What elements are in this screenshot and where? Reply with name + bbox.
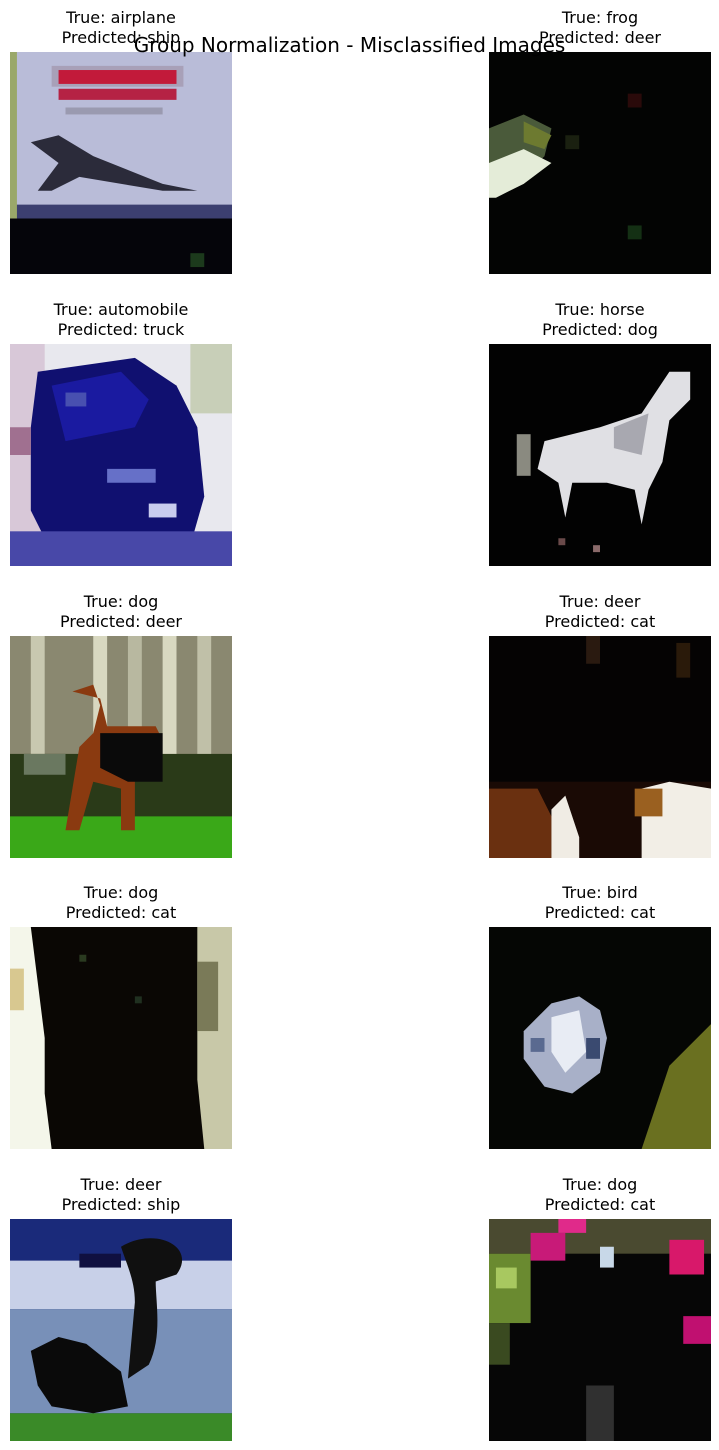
predicted-label: Predicted: deer <box>59 612 182 631</box>
true-label: True: horse <box>555 300 645 319</box>
thumbnail-image <box>10 344 232 566</box>
thumbnail-image <box>489 1219 711 1441</box>
image-caption: True: frog Predicted: deer <box>429 8 719 48</box>
predicted-label: Predicted: ship <box>61 28 181 47</box>
predicted-label: Predicted: ship <box>61 1195 181 1214</box>
thumbnail-image <box>489 636 711 858</box>
predicted-label: Predicted: cat <box>544 1195 656 1214</box>
image-caption: True: dog Predicted: cat <box>429 1175 719 1215</box>
true-label: True: frog <box>561 8 639 27</box>
true-label: True: dog <box>83 592 159 611</box>
thumbnail-image <box>10 52 232 274</box>
thumbnail-image <box>489 52 711 274</box>
true-label: True: airplane <box>66 8 176 27</box>
image-caption: True: deer Predicted: cat <box>429 592 719 632</box>
predicted-label: Predicted: cat <box>544 612 656 631</box>
thumbnail-image <box>10 636 232 858</box>
predicted-label: Predicted: dog <box>542 320 658 339</box>
predicted-label: Predicted: cat <box>65 903 177 922</box>
thumbnail-image <box>10 1219 232 1441</box>
image-caption: True: bird Predicted: cat <box>429 883 719 923</box>
true-label: True: bird <box>562 883 638 902</box>
image-caption: True: automobile Predicted: truck <box>0 300 292 340</box>
thumbnail-image <box>489 344 711 566</box>
image-caption: True: airplane Predicted: ship <box>0 8 292 48</box>
predicted-label: Predicted: deer <box>538 28 661 47</box>
true-label: True: dog <box>83 883 159 902</box>
predicted-label: Predicted: cat <box>544 903 656 922</box>
image-caption: True: horse Predicted: dog <box>429 300 719 340</box>
figure-title: Group Normalization - Misclassified Imag… <box>133 33 566 57</box>
true-label: True: deer <box>559 592 641 611</box>
image-caption: True: dog Predicted: deer <box>0 592 292 632</box>
true-label: True: dog <box>562 1175 638 1194</box>
image-caption: True: dog Predicted: cat <box>0 883 292 923</box>
image-caption: True: deer Predicted: ship <box>0 1175 292 1215</box>
predicted-label: Predicted: truck <box>57 320 185 339</box>
true-label: True: deer <box>80 1175 162 1194</box>
thumbnail-image <box>489 927 711 1149</box>
thumbnail-image <box>10 927 232 1149</box>
true-label: True: automobile <box>53 300 189 319</box>
